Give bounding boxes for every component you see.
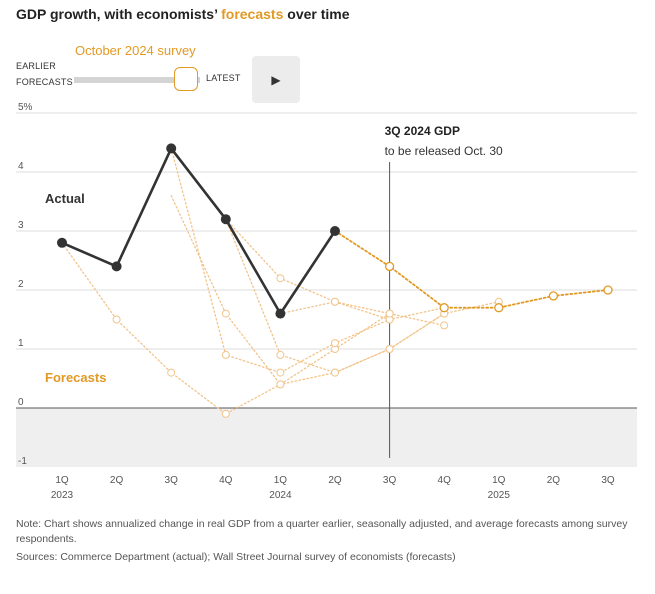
y-tick-label: 5% (18, 102, 33, 113)
earlier-forecast-point (221, 309, 230, 318)
x-tick-label: 4Q (438, 475, 452, 486)
actual-point (275, 308, 286, 319)
title-suffix: over time (283, 6, 350, 22)
x-tick-label: 3Q (165, 475, 179, 486)
earlier-forecast-point (276, 368, 285, 377)
y-tick-label: 0 (18, 397, 24, 408)
title-highlight: forecasts (221, 6, 284, 22)
x-tick-label: 4Q (219, 475, 233, 486)
y-tick-label: 2 (18, 279, 24, 290)
x-tick-label: 2Q (328, 475, 342, 486)
x-tick-label: 2Q (110, 475, 124, 486)
earlier-forecast-point (276, 350, 285, 359)
title-prefix: GDP growth, with economists’ (16, 6, 222, 22)
y-tick-label: -1 (18, 456, 27, 467)
earlier-forecast-line (170, 147, 445, 374)
play-button[interactable]: ▶ (252, 56, 300, 103)
survey-label: October 2024 survey (75, 43, 196, 58)
actual-point (330, 226, 340, 236)
negative-region (16, 408, 637, 467)
chart-title: GDP growth, with economists’ forecasts o… (16, 6, 350, 22)
earlier-forecast-point (385, 345, 394, 353)
earlier-forecast-line (225, 218, 391, 321)
play-icon: ▶ (271, 72, 281, 87)
earlier-forecast-point (440, 321, 449, 330)
x-tick-label: 1Q (55, 475, 69, 486)
label-forecasts: Forecasts (45, 370, 106, 385)
earlier-label-line2: FORECASTS (16, 77, 73, 87)
earlier-forecast-point (331, 339, 339, 348)
current-forecast-point (548, 291, 559, 301)
earlier-forecasts-label: EARLIER FORECASTS (16, 58, 73, 90)
current-forecast-point (494, 303, 504, 313)
x-tick-label: 1Q (274, 475, 288, 486)
x-tick-label: 3Q (601, 475, 615, 486)
y-tick-label: 4 (18, 161, 24, 172)
label-actual: Actual (45, 191, 85, 206)
actual-point (220, 214, 231, 225)
earlier-label-line1: EARLIER (16, 61, 56, 71)
current-forecast-point (384, 261, 395, 272)
x-tick-label: 2Q (547, 475, 561, 486)
x-tick-label: 3Q (383, 475, 397, 486)
current-forecast-point (439, 303, 449, 313)
x-tick-label: 1Q (492, 475, 506, 486)
annotation-title: 3Q 2024 GDP (385, 124, 460, 138)
current-forecast-line (334, 230, 609, 309)
chart-note: Note: Chart shows annualized change in r… (16, 518, 628, 545)
survey-slider-track[interactable] (74, 77, 200, 83)
earlier-forecast-point (112, 315, 121, 324)
annotation-subtitle: to be released Oct. 30 (385, 144, 503, 158)
actual-point (166, 143, 177, 154)
earlier-forecast-point (221, 350, 230, 359)
earlier-forecast-point (167, 368, 176, 377)
current-forecast-point (603, 285, 613, 295)
actual-point (111, 261, 122, 272)
chart-sources: Sources: Commerce Department (actual); W… (16, 551, 456, 563)
x-year-label: 2025 (488, 490, 511, 501)
actual-point (57, 237, 67, 248)
earlier-forecast-line (279, 301, 445, 327)
earlier-forecast-point (276, 274, 285, 283)
x-year-label: 2024 (269, 490, 292, 501)
gdp-chart: -1 0 1 2 3 4 5% 3Q 2024 GDP to be released Oct. … (16, 102, 637, 501)
earlier-forecast-point (331, 297, 339, 306)
x-year-label: 2023 (51, 490, 74, 501)
survey-slider-handle[interactable] (174, 67, 198, 91)
earlier-forecast-point (385, 309, 394, 318)
latest-label: LATEST (206, 73, 241, 83)
earlier-forecast-point (331, 368, 339, 377)
earlier-forecast-point (221, 409, 230, 418)
actual-line (61, 147, 337, 315)
earlier-forecast-point (276, 380, 285, 389)
y-tick-label: 3 (18, 220, 24, 231)
y-tick-label: 1 (18, 338, 24, 349)
